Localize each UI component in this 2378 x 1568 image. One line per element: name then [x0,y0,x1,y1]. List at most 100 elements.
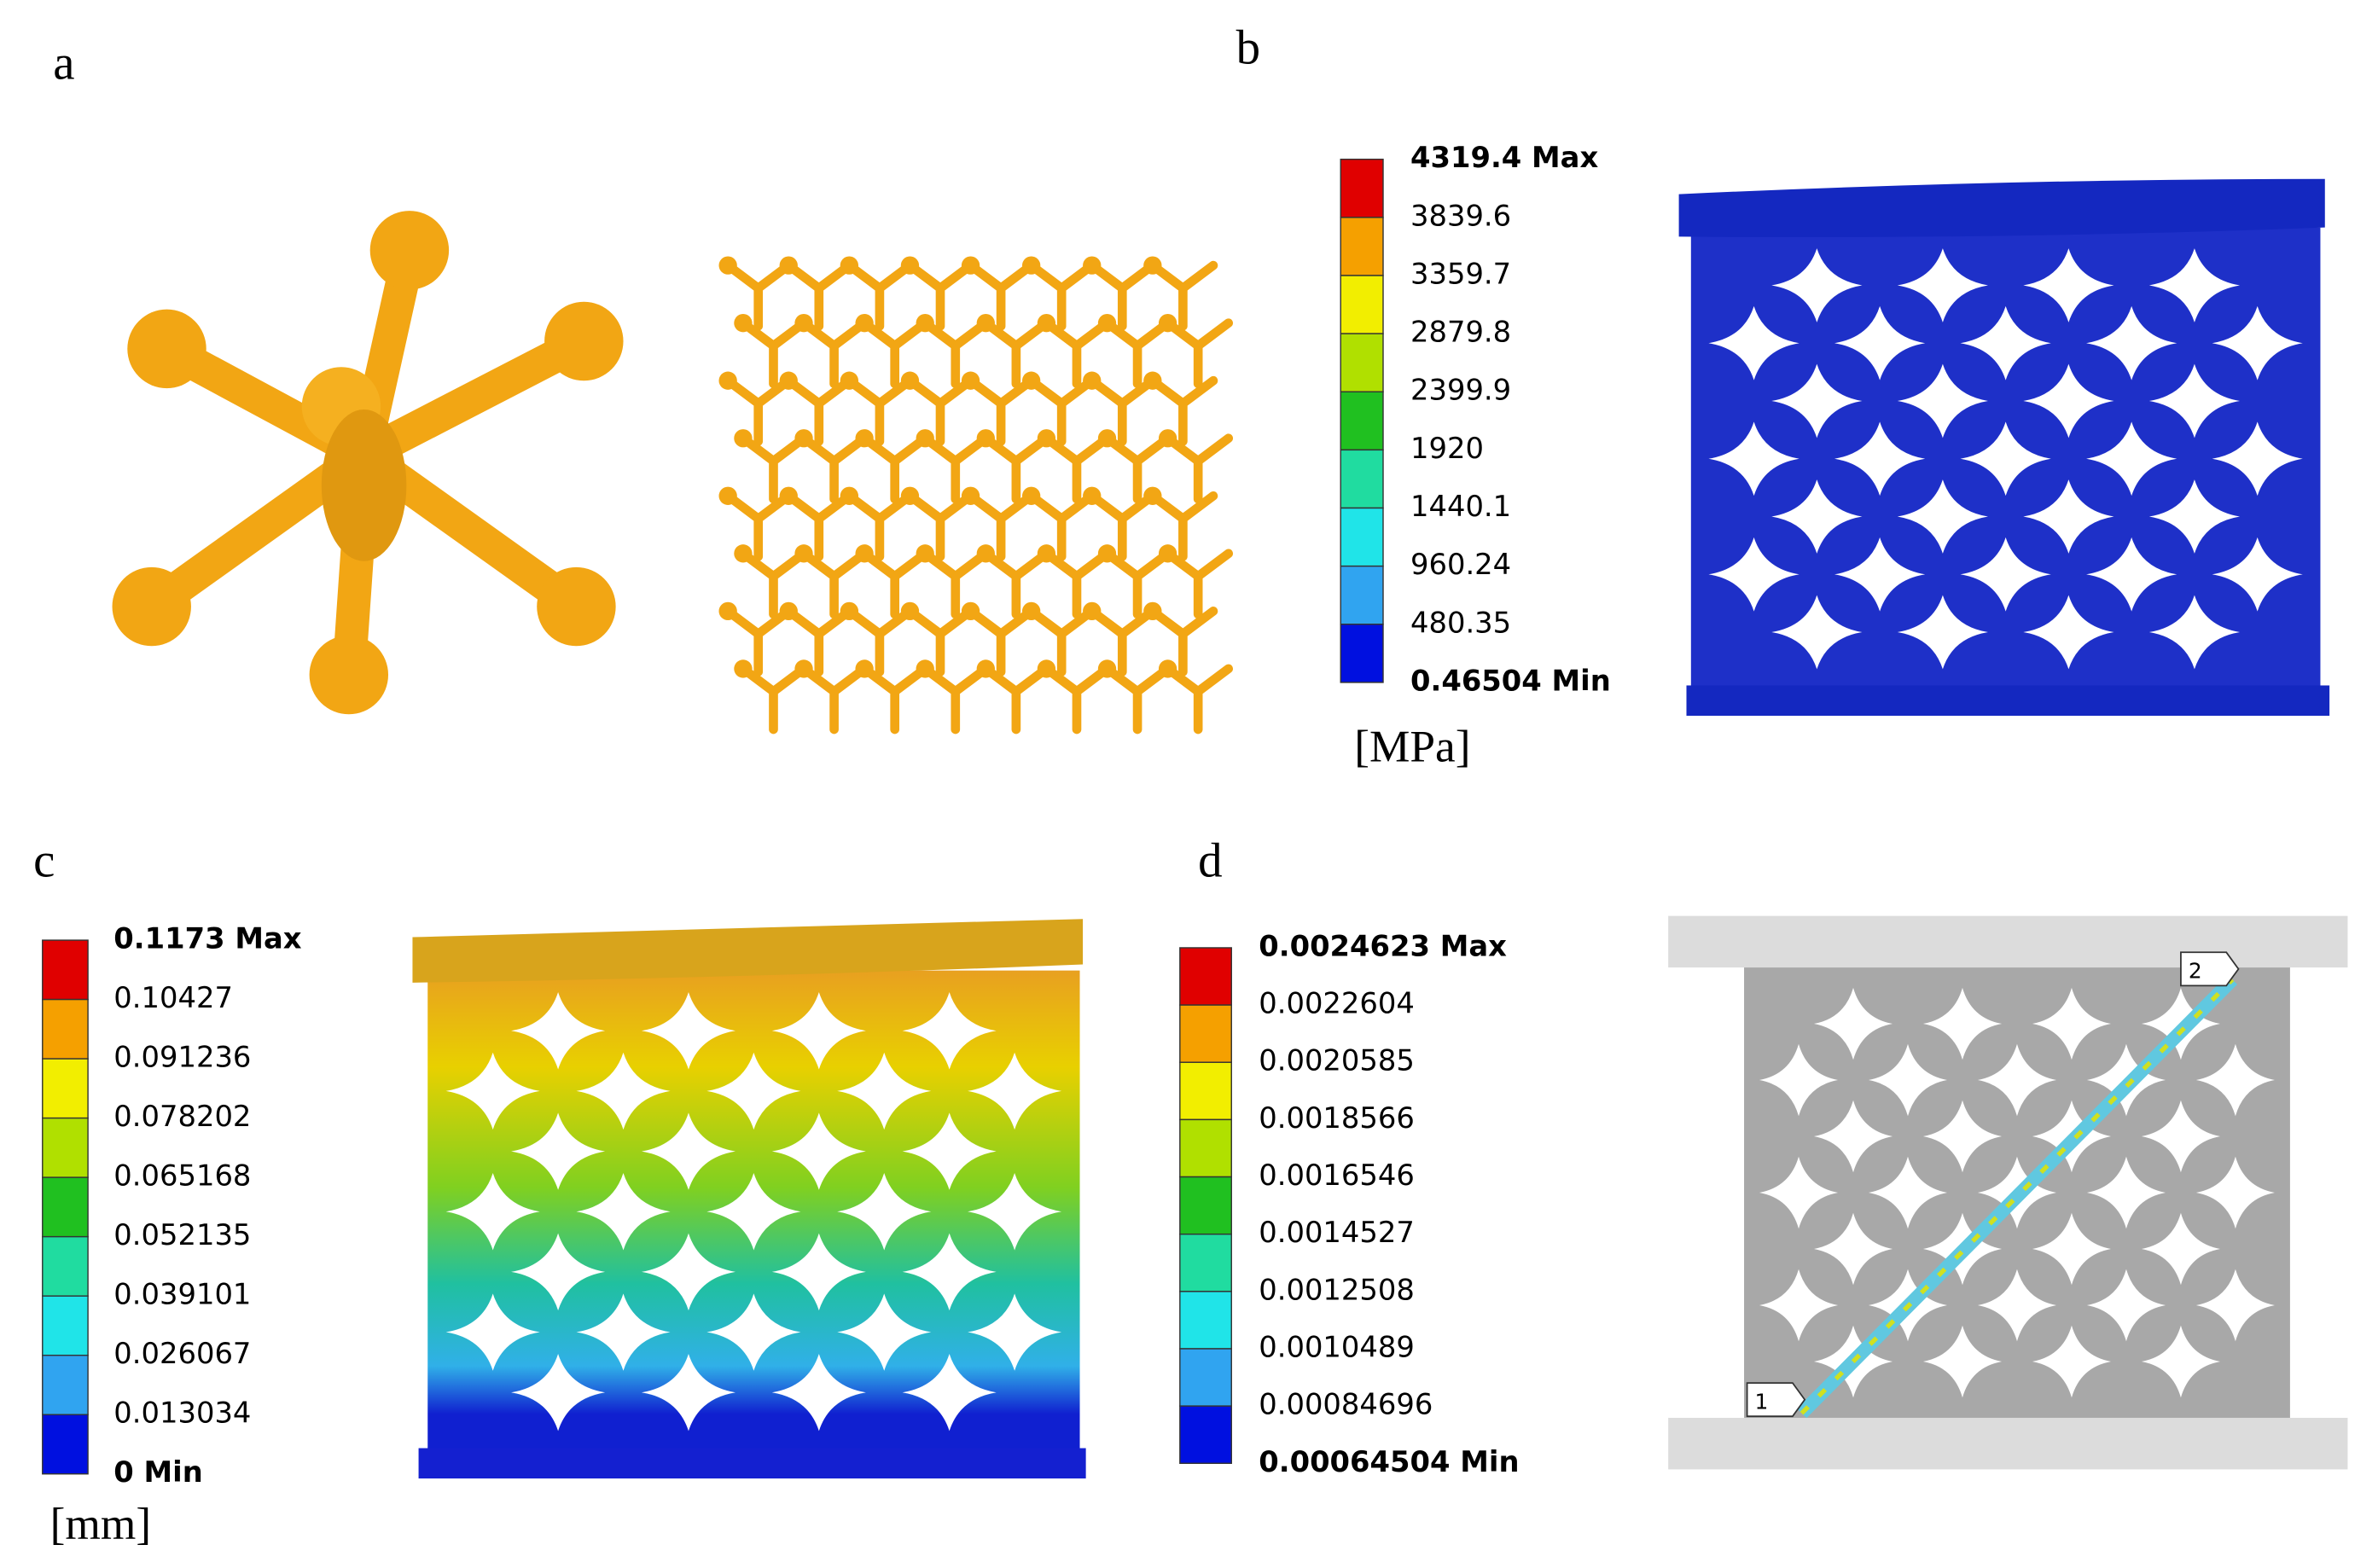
lattice-hole [902,1112,997,1190]
node [718,371,737,390]
node [734,313,753,333]
lattice-hole [1834,537,1926,612]
lattice-hole [2148,248,2241,322]
strut [845,491,915,561]
lattice-hole [968,1173,1062,1251]
unit: [mm] [50,1498,151,1549]
strut [738,549,809,619]
legend-swatch [42,1176,89,1238]
strut [980,664,1051,735]
strut [1102,318,1172,389]
node [1037,313,1056,333]
legend-swatch [1179,1405,1232,1464]
node [544,301,624,381]
strut [723,491,794,561]
lattice-hole [1960,305,2051,380]
strut [1087,491,1158,561]
strut [1026,260,1097,331]
node [1143,601,1162,621]
node [1158,659,1177,678]
strut [1163,433,1234,504]
strut [1087,607,1158,677]
legend-label: 4319.4 Max [1410,141,1598,174]
strut [1148,491,1218,561]
strut [859,664,930,735]
legend-swatch [42,939,89,1001]
lattice-hole [2086,305,2177,380]
strut [920,318,991,389]
strut [1102,549,1172,619]
node [1097,313,1117,333]
strut [738,318,809,389]
strut [845,260,915,331]
node [1083,486,1102,505]
strut [1148,260,1218,331]
legend-label: 0.013034 [113,1397,251,1430]
node [900,256,920,275]
lattice-hole [641,1112,735,1190]
strut [920,433,991,504]
node [779,256,798,275]
strut [980,549,1051,619]
strut [799,664,869,735]
strut [799,433,869,504]
node [840,371,859,390]
strut [1102,664,1172,735]
lattice-hole [2023,248,2114,322]
lattice-hole [641,1353,735,1432]
legend-label: 2399.9 [1410,374,1511,407]
node [855,313,874,333]
legend-swatch [1340,158,1384,218]
lattice-hole [968,1052,1062,1130]
strut [966,375,1036,446]
node [976,313,995,333]
legend-label: 0.0022604 [1259,987,1415,1020]
lattice-hole [1708,421,1799,497]
legend-label: 0.46504 Min [1410,664,1611,697]
legend-swatch [1340,391,1384,451]
lattice-hole [2086,421,2177,497]
node [794,313,813,333]
strut [783,607,854,677]
lattice-hole [902,1353,997,1432]
hub [321,409,407,561]
strut [1163,664,1234,735]
node [718,486,737,505]
panel-label: a [53,36,74,90]
lattice-hole [1813,987,1893,1060]
strut [783,491,854,561]
node [916,659,934,678]
strut [1087,260,1158,331]
lattice-hole [1960,537,2051,612]
lattice-hole [2195,1156,2275,1229]
node [794,659,813,678]
lattice-hole [511,1353,606,1432]
node [718,256,737,275]
legend-label: 0.091236 [113,1041,251,1074]
node [794,429,813,448]
lattice-hole [1813,1212,1893,1286]
node [127,309,206,389]
strut [905,491,975,561]
lattice-hole [1771,595,1863,670]
lattice-hole [1897,595,1988,670]
legend-label: 480.35 [1410,606,1511,639]
legend-swatch [42,1117,89,1178]
lattice-hole [2141,1212,2221,1286]
strut [966,607,1036,677]
legend-label: 3839.6 [1410,199,1511,232]
path-line [1799,978,2235,1415]
lattice-hole [576,1052,671,1130]
legend-label: 0.0020585 [1259,1044,1415,1077]
lattice-hole [2212,421,2303,497]
lattice-hole [2086,537,2177,612]
strut [920,664,991,735]
probe-flag [2180,951,2240,987]
legend-swatch [1340,624,1384,683]
lattice-hole [2086,1156,2166,1229]
lattice-hole [1922,1100,2003,1173]
lattice-hole [837,1173,932,1251]
node [1021,486,1041,505]
node [961,601,980,621]
lattice-hole [1834,421,1926,497]
